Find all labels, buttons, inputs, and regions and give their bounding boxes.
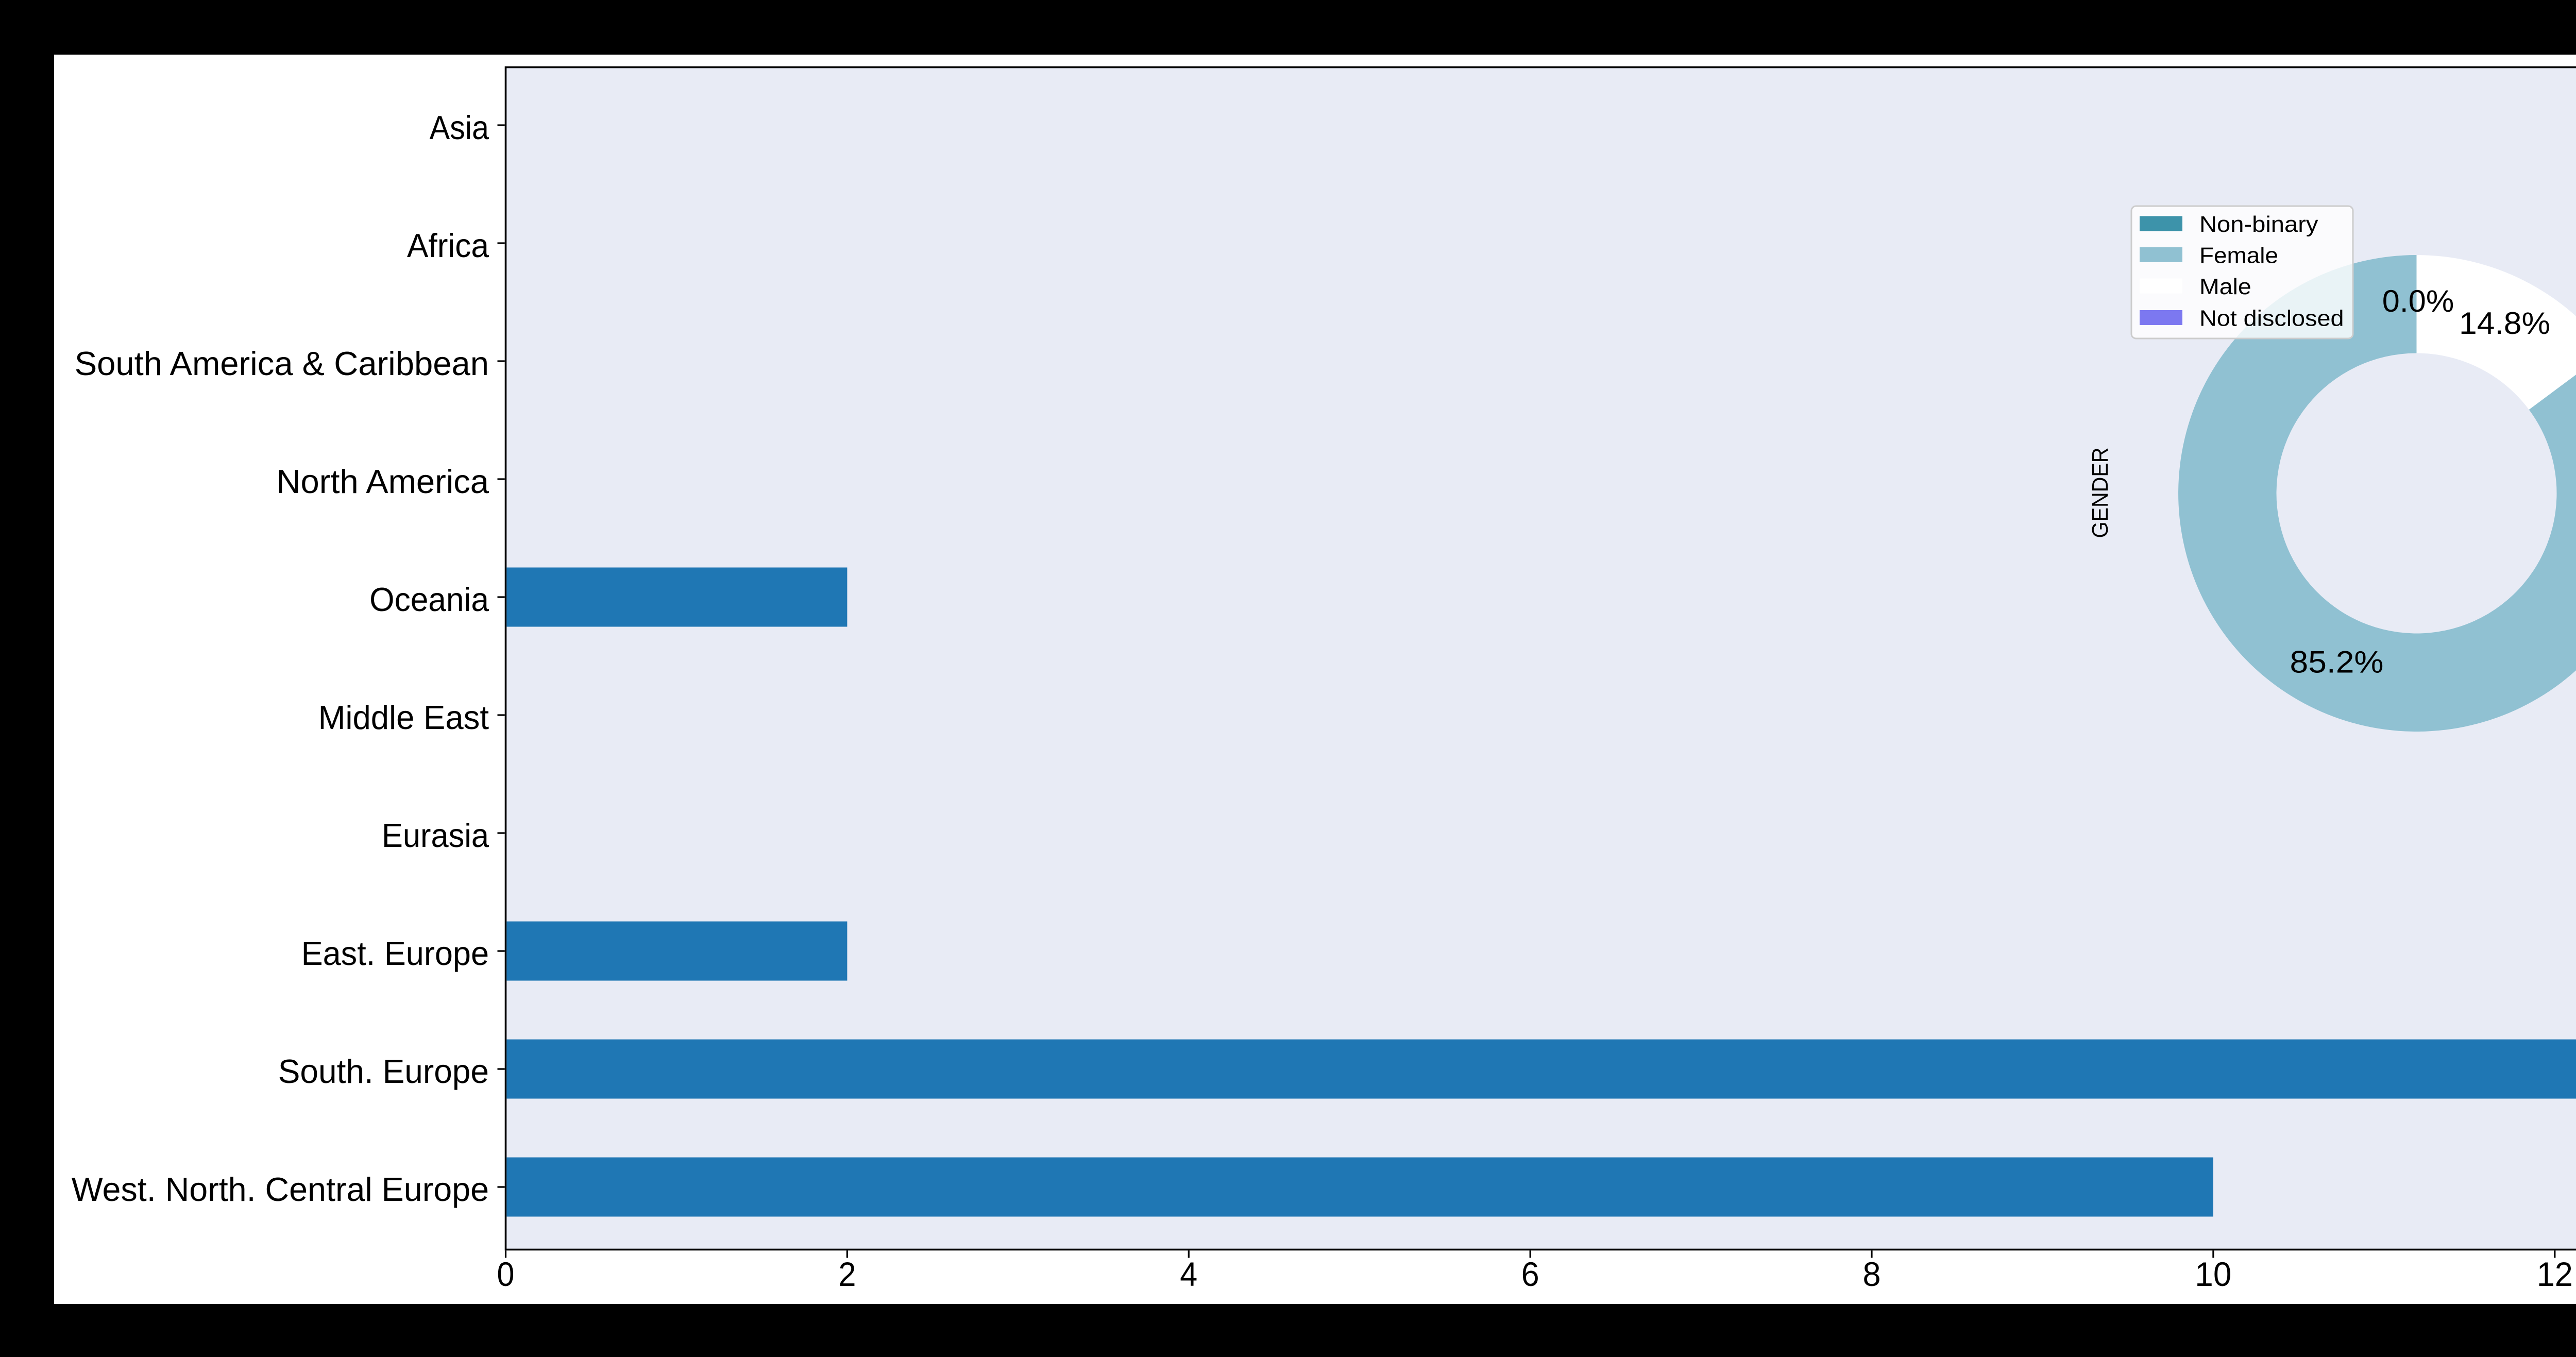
svg-text:GENDER: GENDER xyxy=(2088,448,2113,538)
svg-text:Oceania: Oceania xyxy=(369,581,489,619)
svg-text:12: 12 xyxy=(2537,1256,2573,1294)
svg-text:2: 2 xyxy=(838,1255,856,1294)
svg-text:Non-binary: Non-binary xyxy=(2199,211,2318,236)
svg-text:4: 4 xyxy=(1180,1256,1197,1294)
svg-text:South America & Caribbean: South America & Caribbean xyxy=(75,345,489,382)
svg-text:North America: North America xyxy=(276,463,489,500)
svg-text:Male: Male xyxy=(2199,274,2251,299)
svg-text:Middle East: Middle East xyxy=(318,699,489,736)
svg-text:0.0%: 0.0% xyxy=(2382,284,2454,318)
svg-text:Africa: Africa xyxy=(407,227,489,265)
svg-text:Eurasia: Eurasia xyxy=(382,817,489,854)
svg-text:East. Europe: East. Europe xyxy=(301,935,489,972)
svg-text:6: 6 xyxy=(1521,1256,1539,1294)
svg-text:10: 10 xyxy=(2195,1255,2231,1293)
svg-text:Not disclosed: Not disclosed xyxy=(2199,306,2344,331)
svg-text:West. North. Central Europe: West. North. Central Europe xyxy=(72,1171,489,1208)
svg-text:85.2%: 85.2% xyxy=(2290,645,2383,680)
svg-text:Asia: Asia xyxy=(430,110,489,147)
svg-text:14.8%: 14.8% xyxy=(2459,306,2550,341)
svg-text:8: 8 xyxy=(1862,1256,1880,1294)
svg-text:South. Europe: South. Europe xyxy=(278,1053,489,1091)
svg-text:0: 0 xyxy=(497,1255,514,1294)
svg-text:Female: Female xyxy=(2199,242,2278,268)
